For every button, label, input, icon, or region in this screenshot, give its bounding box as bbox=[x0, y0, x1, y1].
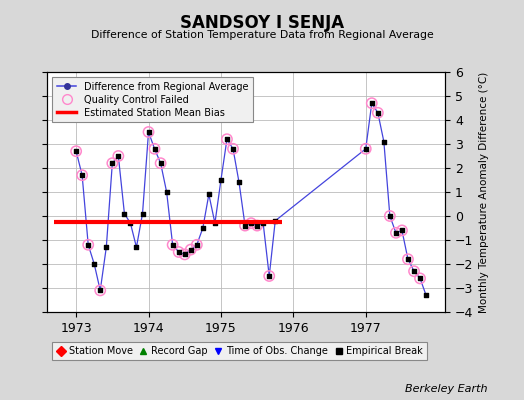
Point bbox=[398, 227, 406, 234]
Point bbox=[386, 213, 394, 219]
Point bbox=[235, 179, 243, 186]
Point bbox=[247, 220, 255, 226]
Point bbox=[168, 242, 177, 248]
Point bbox=[410, 268, 418, 274]
Point bbox=[205, 191, 213, 198]
Point bbox=[241, 222, 249, 229]
Point bbox=[404, 256, 412, 262]
Point bbox=[138, 210, 147, 217]
Point bbox=[187, 246, 195, 253]
Point bbox=[362, 146, 370, 152]
Point bbox=[265, 273, 274, 279]
Point bbox=[144, 129, 152, 135]
Point bbox=[157, 160, 165, 166]
Point bbox=[392, 230, 400, 236]
Point bbox=[78, 172, 86, 178]
Point bbox=[150, 146, 159, 152]
Point bbox=[102, 244, 111, 250]
Point bbox=[199, 225, 207, 231]
Point bbox=[157, 160, 165, 166]
Point bbox=[108, 160, 116, 166]
Point bbox=[241, 222, 249, 229]
Point bbox=[247, 220, 255, 226]
Point bbox=[392, 230, 400, 236]
Point bbox=[72, 148, 80, 154]
Point bbox=[416, 275, 424, 282]
Point bbox=[72, 148, 80, 154]
Point bbox=[187, 246, 195, 253]
Point bbox=[386, 213, 394, 219]
Point bbox=[362, 146, 370, 152]
Point bbox=[84, 242, 92, 248]
Point bbox=[132, 244, 140, 250]
Point bbox=[416, 275, 424, 282]
Point bbox=[193, 242, 201, 248]
Point bbox=[90, 261, 99, 267]
Point bbox=[78, 172, 86, 178]
Point bbox=[398, 227, 406, 234]
Point bbox=[144, 129, 152, 135]
Point bbox=[223, 136, 231, 142]
Point bbox=[174, 249, 183, 255]
Point bbox=[367, 100, 376, 106]
Point bbox=[265, 273, 274, 279]
Point bbox=[114, 153, 123, 159]
Point bbox=[108, 160, 116, 166]
Y-axis label: Monthly Temperature Anomaly Difference (°C): Monthly Temperature Anomaly Difference (… bbox=[479, 71, 489, 313]
Point bbox=[96, 287, 104, 294]
Point bbox=[374, 110, 382, 116]
Point bbox=[217, 177, 225, 183]
Point bbox=[168, 242, 177, 248]
Text: Difference of Station Temperature Data from Regional Average: Difference of Station Temperature Data f… bbox=[91, 30, 433, 40]
Point bbox=[193, 242, 201, 248]
Point bbox=[96, 287, 104, 294]
Point bbox=[114, 153, 123, 159]
Point bbox=[223, 136, 231, 142]
Point bbox=[120, 210, 128, 217]
Point bbox=[211, 220, 219, 226]
Point bbox=[253, 222, 261, 229]
Point bbox=[229, 146, 237, 152]
Point bbox=[126, 220, 135, 226]
Point bbox=[181, 251, 189, 258]
Point bbox=[229, 146, 237, 152]
Point bbox=[162, 189, 171, 195]
Point bbox=[181, 251, 189, 258]
Text: Berkeley Earth: Berkeley Earth bbox=[405, 384, 487, 394]
Point bbox=[271, 218, 279, 224]
Point bbox=[150, 146, 159, 152]
Point bbox=[404, 256, 412, 262]
Point bbox=[380, 138, 388, 145]
Point bbox=[84, 242, 92, 248]
Point bbox=[374, 110, 382, 116]
Point bbox=[253, 222, 261, 229]
Point bbox=[367, 100, 376, 106]
Legend: Station Move, Record Gap, Time of Obs. Change, Empirical Break: Station Move, Record Gap, Time of Obs. C… bbox=[52, 342, 427, 360]
Point bbox=[422, 292, 430, 298]
Point bbox=[410, 268, 418, 274]
Text: SANDSOY I SENJA: SANDSOY I SENJA bbox=[180, 14, 344, 32]
Point bbox=[174, 249, 183, 255]
Point bbox=[259, 220, 267, 226]
